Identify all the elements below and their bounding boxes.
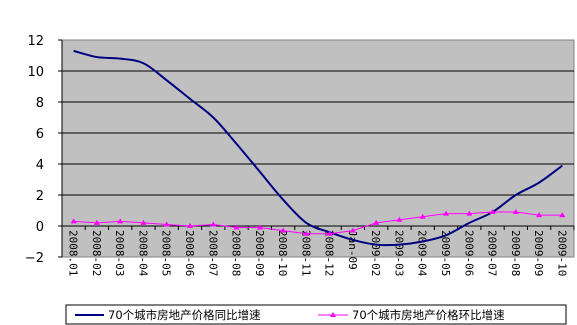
x-tick-label: 2009-10	[555, 230, 568, 276]
legend-box	[65, 304, 567, 325]
legend: 70个城市房地产价格同比增速 70个城市房地产价格环比增速	[65, 304, 567, 325]
x-tick-label: 2008-02	[90, 230, 103, 276]
y-tick-label: 0	[36, 220, 44, 235]
data-point	[256, 224, 263, 230]
x-tick-label: 2008-07	[206, 230, 219, 276]
data-point	[210, 221, 217, 227]
series-layer	[70, 49, 566, 247]
data-point	[419, 213, 426, 219]
x-tick-label: 2008-03	[113, 230, 126, 276]
y-tick-label: 6	[36, 127, 44, 142]
x-tick-label: 2009-03	[392, 230, 405, 276]
data-point	[512, 209, 519, 215]
x-tick-label: Jan-09	[346, 230, 359, 270]
data-point	[163, 221, 170, 227]
data-point	[396, 216, 403, 222]
legend-marker-series-2	[330, 312, 336, 317]
y-tick-label: −2	[25, 251, 44, 266]
plot-area	[61, 39, 575, 258]
x-tick-label: 2008-04	[136, 230, 149, 277]
y-tick-label: 12	[27, 34, 44, 49]
y-tick-label: 2	[36, 189, 44, 204]
series-line	[73, 211, 563, 235]
legend-label-series-1: 70个城市房地产价格同比增速	[108, 308, 261, 322]
x-tick-label: 2009-06	[462, 230, 475, 276]
y-tick-label: 10	[27, 65, 44, 80]
x-tick-label: 2008-06	[183, 230, 196, 276]
series-line	[73, 49, 563, 247]
data-point	[373, 219, 380, 225]
series-1	[73, 49, 563, 247]
data-point	[466, 210, 473, 216]
data-point	[349, 227, 356, 233]
data-point	[187, 223, 193, 228]
legend-label-series-2: 70个城市房地产价格环比增速	[352, 308, 505, 322]
x-tick-label: 2008-05	[160, 230, 173, 276]
data-point	[233, 224, 240, 230]
x-tick-label: 2008-11	[299, 230, 312, 276]
y-tick-label: 4	[36, 158, 44, 173]
x-tick-label: 2009-02	[369, 230, 382, 276]
x-tick-label: 2009-08	[509, 230, 522, 276]
data-point	[326, 230, 333, 236]
x-tick-label: 2008-09	[253, 230, 266, 276]
data-point	[93, 219, 100, 225]
data-point	[443, 210, 449, 216]
x-tick-label: 2009-04	[416, 230, 429, 277]
data-point	[140, 219, 147, 225]
series-2	[70, 209, 566, 236]
x-tick-label: 2008-08	[230, 230, 243, 276]
data-point	[70, 218, 77, 224]
x-tick-label: 2009-09	[532, 230, 545, 276]
data-point	[536, 212, 543, 218]
y-axis: −2 0 2 4 6 8 10 12	[25, 34, 63, 266]
y-tick-label: 8	[36, 96, 44, 111]
x-tick-label: 2008.01	[67, 230, 80, 276]
x-tick-label: 2009-07	[486, 230, 499, 276]
data-point	[559, 212, 566, 218]
data-point	[117, 218, 124, 224]
x-tick-label: 2008-12	[323, 230, 336, 276]
data-point	[280, 227, 287, 233]
x-tick-label: 2009-05	[439, 230, 452, 276]
data-point	[303, 230, 310, 236]
data-point	[489, 209, 496, 215]
x-tick-label: 2008-10	[276, 230, 289, 276]
